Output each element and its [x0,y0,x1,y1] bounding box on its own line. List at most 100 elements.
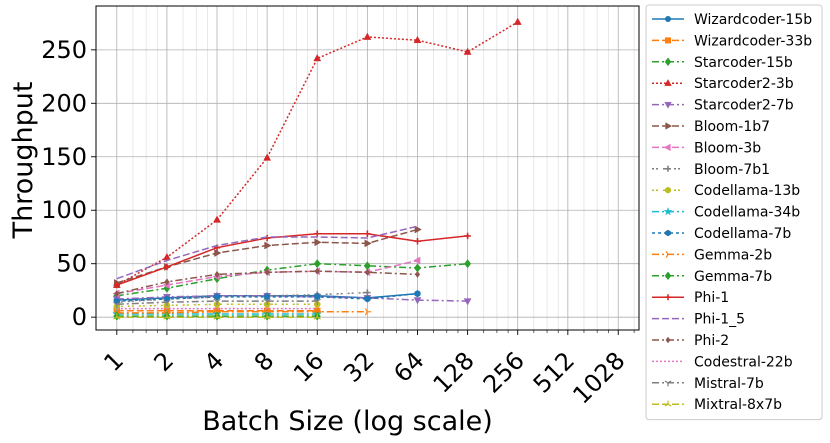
series-line [116,21,519,286]
legend-entry: Mixtral-8x7b [652,397,782,413]
data-point [664,271,672,281]
legend-label: Codestral-22b [694,354,793,370]
data-point [513,17,522,25]
data-point [664,187,672,194]
legend-entry: Codellama-13b [652,183,800,199]
legend-entry: Phi-2 [652,333,729,349]
data-point [264,241,272,250]
legend-label: Starcoder2-3b [694,76,794,92]
data-point [663,206,673,216]
data-point [113,281,120,289]
series-layer [112,17,522,321]
series-phi-2 [114,267,421,298]
legend-label: Bloom-7b1 [694,162,770,178]
legend-label: Starcoder2-7b [694,98,794,114]
legend-label: Mistral-7b [694,376,764,392]
series-phi-1 [113,230,471,289]
y-tick-label: 50 [56,250,87,278]
legend-entry: Bloom-7b1 [652,162,770,178]
data-point [665,294,671,301]
x-axis-label: Batch Size (log scale) [202,406,493,437]
legend-entry: Starcoder-15b [652,55,793,71]
data-point [414,270,421,279]
data-point [313,313,321,320]
data-point [663,143,671,152]
data-point [314,267,320,275]
grid [96,6,639,330]
data-point [163,313,171,320]
data-point [364,230,371,237]
data-point [213,298,221,305]
data-point [665,250,672,258]
series-line [116,311,368,314]
x-tick-label: 256 [478,346,530,398]
legend-entry: Gemma-2b [652,247,772,263]
legend-label: Phi-1_5 [694,312,745,328]
data-point [664,101,672,109]
legend-frame [645,4,823,421]
data-point [414,290,421,298]
legend-label: Bloom-1b7 [694,119,770,135]
data-point [364,268,370,276]
y-tick-label: 100 [41,196,87,224]
series-codellama-7b [113,290,421,305]
data-point [114,290,120,298]
data-point [664,79,672,86]
data-point [664,380,672,387]
data-point [163,299,171,307]
data-point [264,268,270,276]
data-point [263,153,272,161]
data-point [314,238,322,247]
data-point [263,313,271,320]
data-point [463,47,472,55]
data-point [313,259,321,269]
data-point [313,54,322,62]
data-point [314,230,321,237]
x-tick-label: 1028 [567,346,630,409]
x-tick-label: 2 [149,346,180,377]
x-tick-label: 1 [98,346,129,377]
data-point [463,298,472,306]
data-point [364,289,371,296]
legend-entry: Bloom-1b7 [652,119,770,135]
data-point [314,293,321,301]
data-point [263,298,271,305]
x-tick-label: 8 [249,346,280,377]
y-tick-label: 150 [41,143,87,171]
legend-label: Codellama-13b [694,183,800,199]
legend-entry: Starcoder2-3b [652,76,794,92]
legend-label: Wizardcoder-33b [694,33,812,49]
legend-label: Mixtral-8x7b [694,397,782,413]
legend-label: Codellama-34b [694,205,800,221]
x-tick-label: 32 [338,346,379,387]
legend-entry: Bloom-3b [652,140,761,156]
series-line [116,291,368,303]
data-point [413,297,422,305]
data-point [364,295,371,303]
data-point [464,232,471,240]
legend-entry: Starcoder2-7b [652,98,794,114]
data-point [364,239,372,248]
legend-entry: Mistral-7b [652,376,764,392]
x-tick-label: 4 [199,346,230,377]
series-mistral-7b [113,298,321,309]
legend-label: Codellama-7b [694,226,791,242]
data-point [665,122,673,130]
data-point [665,37,671,44]
legend-label: Gemma-7b [694,269,772,285]
data-point [113,313,121,320]
data-point [213,313,221,320]
series-mixtral-8x7b [113,313,321,320]
legend-entry: Gemma-7b [652,269,772,285]
legend-entry: Wizardcoder-33b [652,33,812,49]
data-point [664,57,672,67]
data-point [214,249,222,257]
series-phi-1-5 [116,225,418,280]
legend-label: Bloom-3b [694,140,761,156]
legend-entry: Codellama-34b [652,205,800,221]
data-point [214,270,220,279]
legend-label: Wizardcoder-15b [694,12,812,28]
x-tick-label: 64 [388,346,429,387]
